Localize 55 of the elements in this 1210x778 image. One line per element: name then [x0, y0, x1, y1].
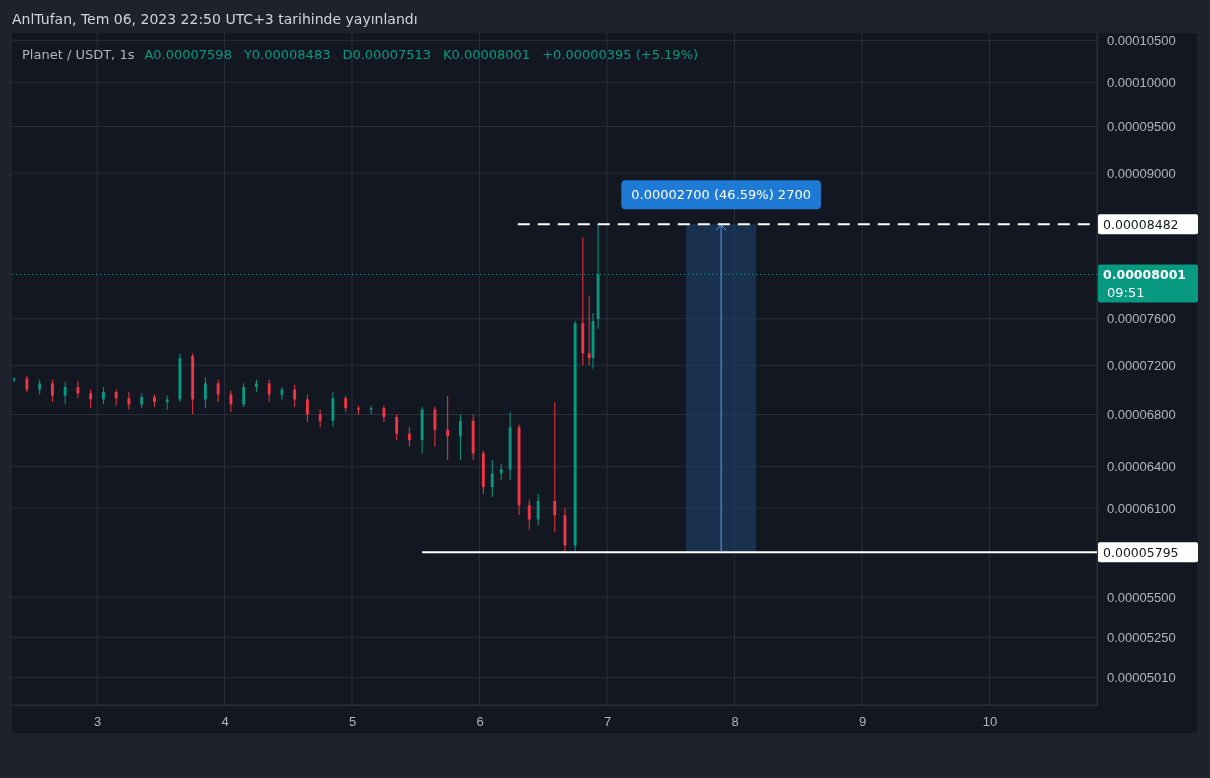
annotation: Y0.00008483: [242, 47, 331, 62]
candlestick: [76, 380, 80, 399]
candlestick: [216, 379, 220, 403]
x-tick-label: 8: [731, 714, 739, 730]
candlestick: [553, 401, 557, 533]
candlestick: [331, 391, 335, 428]
y-tick-label: 0.00006800: [1107, 407, 1176, 423]
y-tick-label: 0.00006100: [1107, 500, 1176, 516]
x-tick-label: 3: [93, 714, 102, 730]
x-tick-label: 4: [221, 714, 229, 730]
candlestick: [203, 376, 207, 409]
y-tick-label: 0.00009000: [1107, 165, 1176, 181]
annotation: K0.00008001: [443, 47, 531, 62]
x-tick-label: 10: [982, 714, 998, 730]
candlestick: [63, 381, 67, 405]
candlestick: [50, 379, 54, 403]
annotation: 0.00002700 (46.59%) 2700: [631, 187, 811, 203]
y-tick-label: 0.00005500: [1107, 589, 1176, 605]
candlestick: [305, 393, 309, 423]
candlestick: [127, 391, 131, 410]
ref-line-label: 0.00005795: [1103, 545, 1179, 561]
candlestick: [490, 459, 494, 498]
y-tick-label: 0.00006400: [1107, 459, 1176, 475]
candlestick: [433, 406, 437, 448]
candlestick: [458, 414, 462, 461]
candlestick: [229, 390, 233, 413]
ref-line-label: 0.00008482: [1103, 217, 1179, 233]
candlestick: [267, 379, 271, 403]
text: Planet / USDT, 1s: [22, 47, 135, 62]
annotation: A0.00007598: [144, 47, 232, 62]
y-tick-label: 0.00010000: [1107, 75, 1176, 91]
annotation: D0.00007513: [342, 47, 432, 62]
candlestick: [395, 414, 399, 441]
candlestick: [242, 382, 246, 408]
y-tick-label: 0.00007200: [1107, 357, 1176, 373]
y-tick-label: 0.00005010: [1107, 670, 1176, 686]
annotation: +0.00000395 (+5.19%): [542, 47, 699, 62]
chart-title: AnlTufan, Tem 06, 2023 22:50 UTC+3 tarihinde yayınlandı: [12, 11, 418, 27]
y-tick-label: 0.00005250: [1107, 629, 1176, 645]
y-tick-label: 0.00009500: [1107, 119, 1176, 135]
candlestick: [407, 426, 411, 448]
candlestick: [89, 389, 93, 409]
candlestick: [536, 493, 540, 526]
x-tick-label: 5: [348, 714, 357, 730]
x-tick-label: 7: [603, 714, 612, 730]
x-tick-label: 6: [476, 714, 484, 730]
y-tick-label: 0.00010500: [1107, 33, 1176, 49]
text: 09:51: [1107, 285, 1145, 301]
candlestick: [587, 295, 591, 366]
candlestick: [293, 384, 297, 408]
ref-line-label: 0.00008001: [1103, 267, 1187, 283]
candlestick: [446, 395, 450, 461]
y-tick-label: 0.00007600: [1107, 311, 1176, 327]
x-tick-label: 9: [858, 714, 867, 730]
candlestick: [527, 499, 531, 530]
